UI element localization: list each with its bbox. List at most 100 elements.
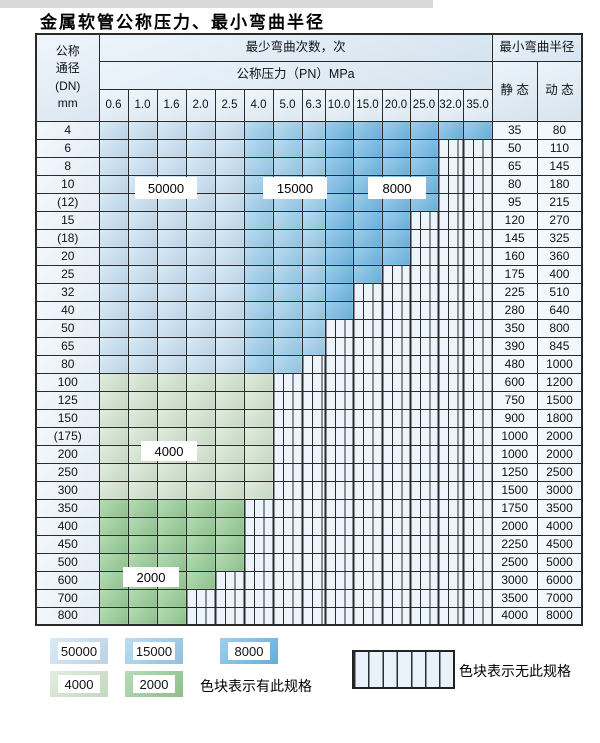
dynamic-column-header: 动 态 [536, 60, 583, 122]
spec-cell [185, 318, 216, 338]
spec-cell [156, 372, 187, 392]
no-spec-cell [409, 372, 439, 392]
legend-swatch-50000: 50000 [50, 638, 108, 664]
spec-cell [156, 462, 187, 482]
spec-cell [243, 318, 274, 338]
no-spec-cell [324, 588, 354, 608]
spec-cell [156, 246, 187, 266]
dn-cell: 250 [35, 462, 100, 482]
spec-cell [127, 282, 158, 302]
no-spec-cell [437, 516, 464, 536]
dn-cell: 150 [35, 408, 100, 428]
spec-cell [185, 426, 216, 446]
spec-cell [324, 174, 354, 194]
spec-cell [324, 300, 354, 320]
no-spec-cell [437, 444, 464, 464]
no-spec-cell [381, 282, 411, 302]
spec-cell [352, 246, 383, 266]
no-spec-cell [437, 426, 464, 446]
no-spec-cell [272, 534, 303, 554]
no-spec-cell [301, 444, 326, 464]
no-spec-cell [462, 444, 493, 464]
dn-cell: (18) [35, 228, 100, 248]
spec-cell [185, 210, 216, 230]
no-spec-cell [437, 300, 464, 320]
dynamic-value: 145 [536, 156, 583, 176]
spec-cell [98, 264, 129, 284]
static-value: 2250 [491, 534, 538, 554]
static-value: 280 [491, 300, 538, 320]
spec-cell [243, 336, 274, 356]
no-spec-cell [381, 264, 411, 284]
no-spec-cell [272, 588, 303, 608]
no-spec-cell [381, 552, 411, 572]
spec-cell [214, 336, 245, 356]
spec-cell [352, 138, 383, 158]
spec-cell [243, 444, 274, 464]
static-value: 1000 [491, 426, 538, 446]
pressure-col-header: 1.0 [127, 88, 158, 122]
no-spec-cell [462, 156, 493, 176]
spec-cell [98, 318, 129, 338]
spec-cell [243, 354, 274, 374]
no-spec-cell [409, 444, 439, 464]
no-spec-cell [272, 498, 303, 518]
spec-cell [301, 156, 326, 176]
legend-swatch-15000: 15000 [125, 638, 183, 664]
dn-cell: (175) [35, 426, 100, 446]
no-spec-cell [301, 480, 326, 500]
no-spec-cell [462, 534, 493, 554]
zone-label-50000: 50000 [135, 177, 197, 199]
spec-cell [243, 156, 274, 176]
no-spec-cell [462, 210, 493, 230]
spec-cell [243, 480, 274, 500]
no-spec-cell [437, 264, 464, 284]
spec-cell [127, 228, 158, 248]
pressure-col-header: 1.6 [156, 88, 187, 122]
no-spec-cell [437, 534, 464, 554]
no-spec-cell [352, 300, 383, 320]
no-spec-cell [462, 498, 493, 518]
no-spec-cell [437, 480, 464, 500]
spec-cell [156, 156, 187, 176]
legend-has-spec-text: 色块表示有此规格 [200, 678, 312, 694]
spec-cell [98, 120, 129, 140]
no-spec-cell [437, 228, 464, 248]
spec-cell [381, 246, 411, 266]
no-spec-cell [462, 318, 493, 338]
legend-swatch-2000: 2000 [125, 671, 183, 697]
pressure-col-header: 2.0 [185, 88, 216, 122]
no-spec-cell [409, 426, 439, 446]
static-value: 145 [491, 228, 538, 248]
spec-cell [381, 138, 411, 158]
table-row: 40 280 640 [35, 300, 583, 320]
static-value: 50 [491, 138, 538, 158]
legend-label: 50000 [58, 642, 100, 660]
no-spec-cell [462, 282, 493, 302]
static-value: 160 [491, 246, 538, 266]
no-spec-cell [381, 606, 411, 626]
legend-label: 2000 [133, 675, 175, 693]
no-spec-cell [462, 192, 493, 212]
static-value: 900 [491, 408, 538, 428]
spec-cell [127, 354, 158, 374]
spec-cell [156, 498, 187, 518]
dn-column-header: 公称 通径 (DN) mm [35, 33, 100, 122]
spec-cell [98, 282, 129, 302]
zone-label-4000: 4000 [141, 441, 197, 461]
no-spec-cell [272, 444, 303, 464]
no-spec-cell [409, 606, 439, 626]
spec-cell [185, 138, 216, 158]
dn-cell: 125 [35, 390, 100, 410]
no-spec-cell [324, 426, 354, 446]
dn-cell: 300 [35, 480, 100, 500]
no-spec-cell [437, 552, 464, 572]
spec-cell [324, 210, 354, 230]
spec-cell [301, 282, 326, 302]
table-row: 200 1000 2000 [35, 444, 583, 464]
spec-cell [127, 210, 158, 230]
dynamic-value: 215 [536, 192, 583, 212]
pressure-col-header: 4.0 [243, 88, 274, 122]
no-spec-cell [409, 210, 439, 230]
dynamic-value: 1800 [536, 408, 583, 428]
